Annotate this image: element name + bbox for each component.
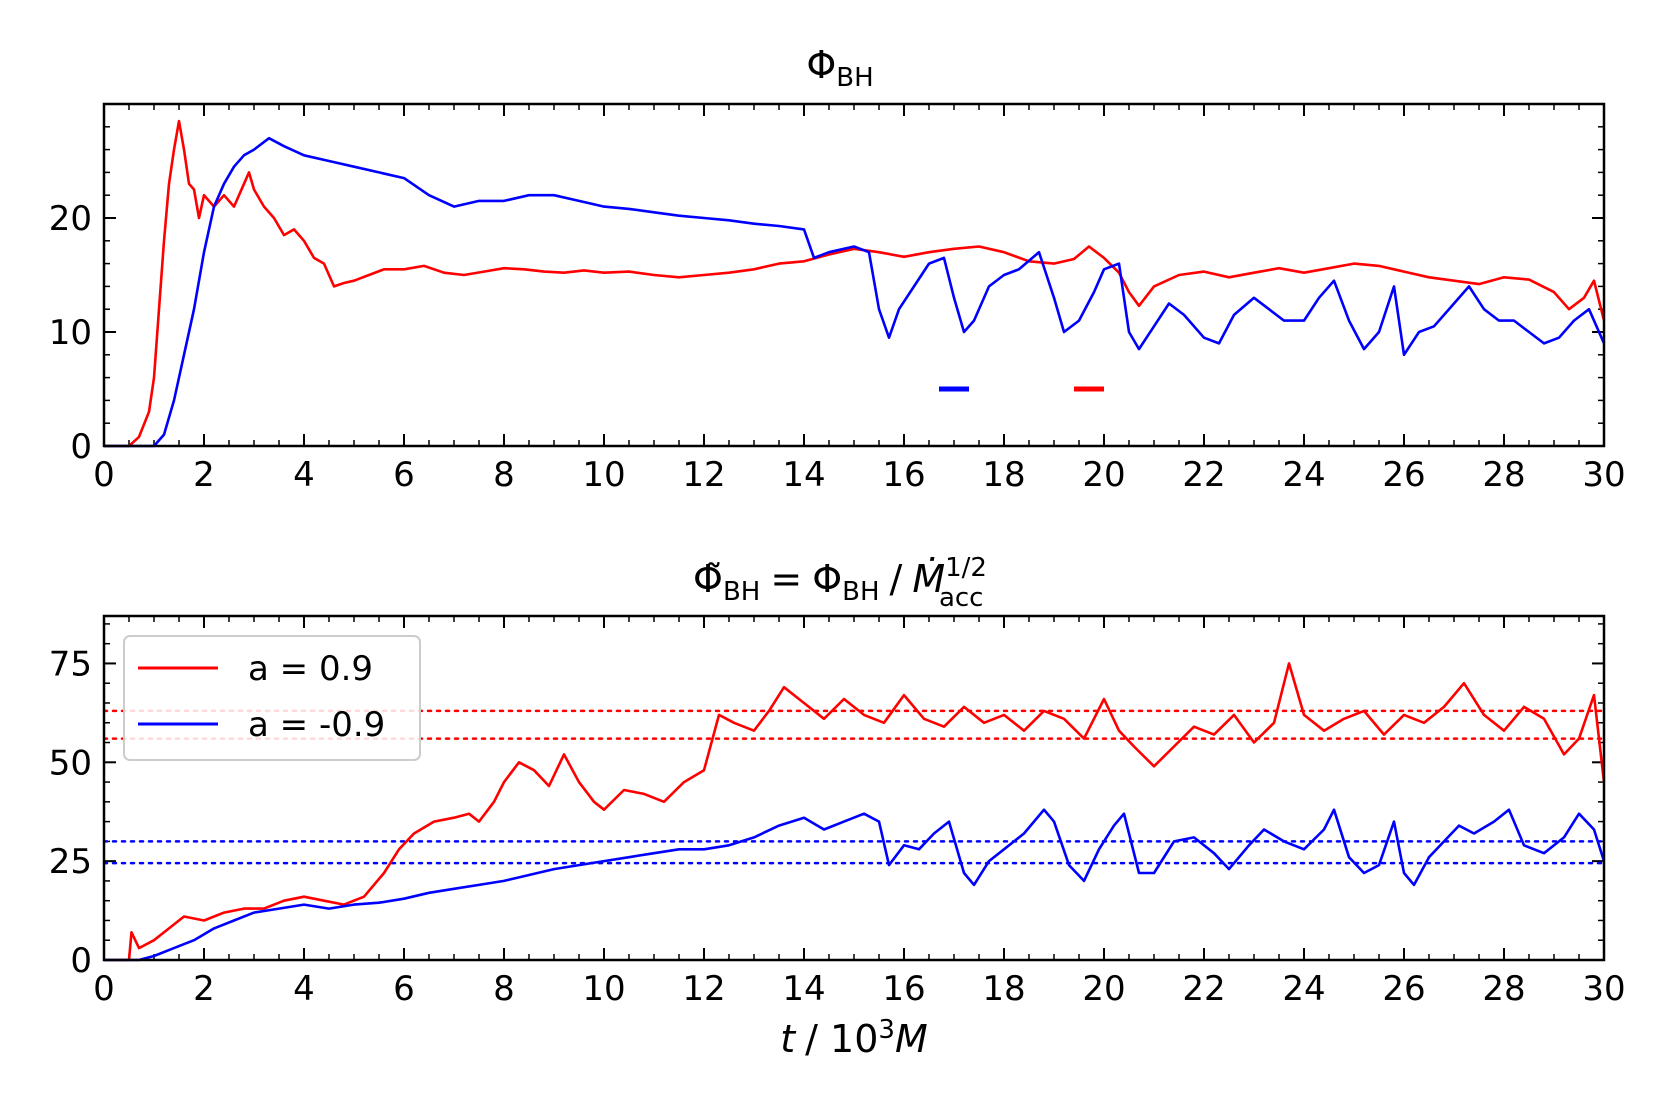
bottom-title-eq: = <box>770 557 802 601</box>
top-xtick-label: 26 <box>1382 455 1425 495</box>
bottom-xtick-label: 24 <box>1282 969 1325 1009</box>
bottom-xtick-label: 20 <box>1082 969 1125 1009</box>
bottom-title-mdot-sub: acc <box>939 583 984 613</box>
bottom-xtick-label: 26 <box>1382 969 1425 1009</box>
bottom-xtick-label: 10 <box>582 969 625 1009</box>
bottom-xtick-label: 30 <box>1582 969 1625 1009</box>
legend: a = 0.9 a = -0.9 <box>123 635 421 761</box>
top-series-a-neg-0-9 <box>104 136 1606 448</box>
bottom-xtick-label: 2 <box>193 969 215 1009</box>
top-axes-frame <box>102 102 1606 448</box>
top-series-a-0-9 <box>104 119 1606 448</box>
bottom-xtick-label: 0 <box>93 969 115 1009</box>
top-xtick-label: 28 <box>1482 455 1525 495</box>
top-xtick-label: 30 <box>1582 455 1625 495</box>
top-xtick-label: 2 <box>193 455 215 495</box>
bottom-title-phi: Φ <box>812 557 842 601</box>
top-ytick-label: 20 <box>49 199 92 239</box>
top-xtick-label: 16 <box>882 455 925 495</box>
bottom-panel-title: Φ̃BH = ΦBH / Ṁ1/2 acc <box>693 553 987 613</box>
top-panel-title: ΦBH <box>806 43 873 93</box>
top-xtick-label: 10 <box>582 455 625 495</box>
x-axis-label-t: t <box>780 1017 797 1061</box>
top-xtick-label: 12 <box>682 455 725 495</box>
top-xtick-label: 20 <box>1082 455 1125 495</box>
top-xtick-label: 14 <box>782 455 825 495</box>
bottom-ytick-label: 75 <box>49 644 92 684</box>
bottom-ytick-label: 0 <box>70 941 92 981</box>
x-axis-label: t/ 103M <box>780 1015 928 1061</box>
top-ytick-label: 0 <box>70 427 92 467</box>
top-xtick-label: 24 <box>1282 455 1325 495</box>
top-ytick-label: 10 <box>49 313 92 353</box>
x-axis-label-m: M <box>895 1017 928 1061</box>
bottom-xtick-label: 14 <box>782 969 825 1009</box>
bottom-series-a-0-9 <box>104 662 1606 962</box>
bottom-xtick-label: 16 <box>882 969 925 1009</box>
bottom-title-sub2: BH <box>842 577 879 607</box>
bottom-ytick-label: 50 <box>49 743 92 783</box>
bottom-xtick-label: 8 <box>493 969 515 1009</box>
top-xtick-label: 0 <box>93 455 115 495</box>
top-title-sub: BH <box>836 63 873 93</box>
bottom-series-a-neg-0-9 <box>104 808 1606 962</box>
bottom-axes-frame <box>102 614 1606 962</box>
bottom-title-slash: / <box>890 557 903 601</box>
bottom-xtick-label: 6 <box>393 969 415 1009</box>
bottom-ytick-label: 25 <box>49 842 92 882</box>
top-title-phi: Φ <box>806 43 836 87</box>
bottom-xtick-label: 22 <box>1182 969 1225 1009</box>
top-xtick-label: 8 <box>493 455 515 495</box>
bottom-title-sub1: BH <box>723 577 760 607</box>
bottom-xtick-label: 28 <box>1482 969 1525 1009</box>
bottom-title-phitilde: Φ̃ <box>693 557 723 601</box>
x-axis-label-unit: / 10 <box>805 1017 878 1061</box>
top-xtick-label: 4 <box>293 455 315 495</box>
bottom-xtick-label: 18 <box>982 969 1025 1009</box>
top-xtick-label: 6 <box>393 455 415 495</box>
bottom-xtick-label: 4 <box>293 969 315 1009</box>
top-xtick-label: 18 <box>982 455 1025 495</box>
top-xtick-label: 22 <box>1182 455 1225 495</box>
legend-label-a-0-9: a = 0.9 <box>248 649 373 689</box>
bottom-title-mdot: Ṁ <box>912 557 945 601</box>
legend-label-a-neg-0-9: a = -0.9 <box>248 705 385 745</box>
x-axis-label-exp: 3 <box>878 1015 895 1045</box>
bottom-xtick-label: 12 <box>682 969 725 1009</box>
bottom-title-mdot-sup: 1/2 <box>945 553 987 583</box>
bottom-panel: Φ̃BH = ΦBH / Ṁ1/2 acc 0 2 4 6 8 10 12 14 16 18 20 22 24 26… <box>49 553 1626 1061</box>
